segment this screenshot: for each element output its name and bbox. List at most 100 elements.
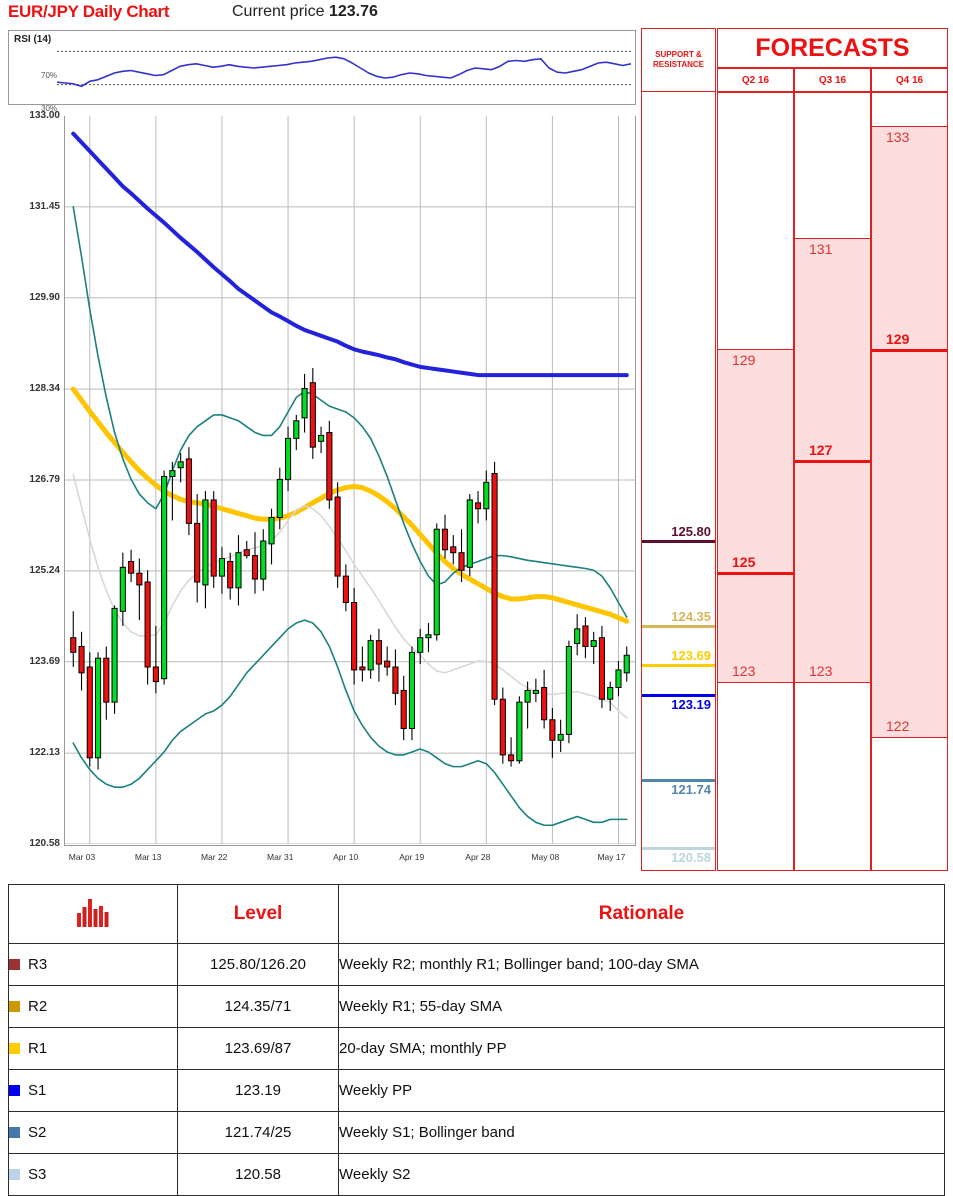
- level-value-cell: 123.19: [177, 1069, 339, 1112]
- sr-level-value-s2: 121.74: [671, 781, 711, 797]
- rsi-plot: [56, 50, 632, 88]
- level-key-cell: S3: [8, 1153, 178, 1196]
- candlestick: [582, 617, 589, 659]
- candlestick: [466, 494, 473, 577]
- forecast-quarter-label: Q4 16: [895, 74, 924, 86]
- level-color-swatch: [9, 1043, 20, 1054]
- levels-table-body: R3 125.80/126.20 Weekly R2; monthly R1; Bo…: [8, 943, 945, 1196]
- level-rationale-cell: Weekly R1; 55-day SMA: [338, 985, 945, 1028]
- table-row: R2 124.35/71 Weekly R1; 55-day SMA: [8, 985, 945, 1028]
- forecast-midpoint-line: [795, 460, 870, 464]
- table-row: S3 120.58 Weekly S2: [8, 1153, 945, 1196]
- candlestick: [301, 373, 308, 433]
- rsi-label: RSI (14): [14, 34, 52, 45]
- level-rationale-cell: Weekly PP: [338, 1069, 945, 1112]
- table-row: S2 121.74/25 Weekly S1; Bollinger band: [8, 1111, 945, 1154]
- price-chart-panel: 133.00 131.45 129.90 128.34 126.79 125.24 123.…: [8, 110, 636, 871]
- candlestick: [318, 426, 325, 454]
- column-header-level: Level: [177, 884, 339, 944]
- forecast-value: 129: [886, 330, 910, 347]
- candlestick: [400, 675, 407, 741]
- candlestick: [260, 529, 267, 591]
- level-value-cell: 121.74/25: [177, 1111, 339, 1154]
- table-header-row: Level Rationale: [8, 884, 945, 944]
- candlestick: [607, 681, 614, 711]
- level-value-cell: 120.58: [177, 1153, 339, 1196]
- x-axis-tick: Mar 03: [68, 852, 96, 862]
- forecast-value: 133: [886, 129, 910, 146]
- candlestick: [450, 535, 457, 565]
- x-axis-tick: May 08: [531, 852, 560, 862]
- levels-table: Level Rationale R3 125.80/126.20 Weekly R2…: [8, 884, 945, 1196]
- y-axis-tick: 131.45: [29, 200, 60, 212]
- candlestick: [276, 467, 283, 530]
- candlestick: [508, 737, 515, 767]
- sr-level-value-r1: 123.69: [671, 648, 711, 664]
- forecast-quarter-label: Q2 16: [741, 74, 770, 86]
- candlestick: [293, 414, 300, 451]
- candlestick: [615, 661, 622, 697]
- sr-level-line-r2: [642, 625, 715, 629]
- candlestick: [144, 570, 151, 685]
- forecast-range-band: [718, 348, 793, 683]
- table-row: S1 123.19 Weekly PP: [8, 1069, 945, 1112]
- candlestick: [541, 669, 548, 729]
- sr-level-value-s1: 123.19: [671, 696, 711, 712]
- forecast-value: 129: [732, 351, 756, 368]
- candlestick: [549, 708, 556, 758]
- x-axis-tick: Apr 28: [465, 852, 491, 862]
- y-axis-tick: 129.90: [29, 291, 60, 303]
- candlestick: [103, 646, 110, 720]
- forecast-quarter-label: Q3 16: [818, 74, 847, 86]
- level-value-cell: 124.35/71: [177, 985, 339, 1028]
- candlestick: [94, 652, 102, 770]
- candlestick: [590, 631, 597, 665]
- y-axis-tick: 122.13: [29, 747, 60, 759]
- sr-level-value-s3: 120.58: [671, 850, 711, 865]
- candlestick: [111, 605, 118, 714]
- candlestick: [375, 628, 382, 682]
- candlestick: [623, 646, 630, 682]
- y-axis-tick: 126.79: [29, 474, 60, 485]
- candlestick: [251, 532, 259, 594]
- candlestick: [342, 564, 349, 612]
- candlestick: [524, 681, 531, 729]
- level-value-cell: 125.80/126.20: [177, 943, 339, 986]
- sr-level-value-r3: 125.80: [671, 524, 711, 540]
- level-color-swatch: [9, 959, 20, 970]
- candlestick: [334, 482, 341, 588]
- candlestick: [136, 558, 143, 621]
- candlestick: [161, 470, 168, 685]
- page-title: EUR/JPY Daily Chart: [8, 2, 170, 21]
- table-row: R1 123.69/87 20-day SMA; monthly PP: [8, 1027, 945, 1070]
- candlestick: [367, 634, 374, 679]
- candlestick: [417, 628, 424, 665]
- support-resistance-header-label: SUPPORT & RESISTANCE: [653, 50, 704, 69]
- forecast-value: 123: [809, 662, 833, 679]
- overlay-line: [71, 131, 629, 378]
- candlestick: [483, 470, 490, 521]
- candlestick: [70, 611, 77, 667]
- forecast-value: 127: [809, 442, 833, 459]
- candlestick: [474, 491, 482, 524]
- forecast-column-3: 133 129 122: [871, 92, 948, 871]
- level-rationale-cell: Weekly S2: [338, 1153, 945, 1196]
- candlestick: [177, 453, 184, 483]
- candlestick: [425, 623, 432, 653]
- current-price-label: Current price: [232, 3, 325, 20]
- candlestick: [359, 646, 366, 682]
- support-resistance-column: 125.80 124.35 123.69 123.19 121.74 120.58: [641, 28, 716, 871]
- x-axis-tick: Mar 22: [200, 852, 228, 862]
- forecast-value: 131: [809, 240, 833, 257]
- candlestick: [86, 652, 93, 767]
- level-key-cell: R2: [8, 985, 178, 1028]
- table-header-icon-cell: [8, 884, 178, 944]
- x-axis-tick: Apr 19: [399, 852, 425, 862]
- candlestick: [516, 696, 523, 764]
- level-key-cell: S1: [8, 1069, 178, 1112]
- rsi-line: [56, 56, 632, 88]
- sr-level-line-s2: [642, 778, 715, 782]
- candlestick: [202, 491, 209, 609]
- candlestick: [351, 587, 358, 685]
- forecast-quarter-header-2: Q3 16: [794, 68, 871, 92]
